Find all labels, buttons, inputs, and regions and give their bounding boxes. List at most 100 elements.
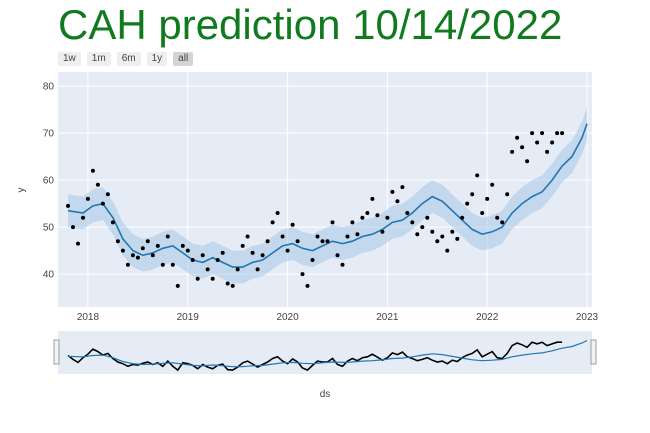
actual-point [435,239,440,244]
actual-point [175,283,180,288]
actual-point [320,239,325,244]
page-title: CAH prediction 10/14/2022 [58,1,563,48]
actual-point [100,201,105,206]
actual-point [445,248,450,253]
actual-point [390,189,395,194]
actual-point [355,232,360,237]
actual-point [370,196,375,201]
actual-point [455,236,460,241]
actual-point [365,211,370,215]
range-button-1y[interactable]: 1y [146,52,168,66]
actual-point [260,253,265,258]
actual-point [280,234,285,239]
uncertainty-band-area [68,107,587,284]
actual-point [555,131,560,136]
actual-point [520,145,525,150]
y-tick-label: 60 [43,176,55,187]
actual-point [340,262,345,267]
actual-point [545,149,550,154]
actual-point [255,267,260,272]
range-selector: 1w 1m 6m 1y all [58,52,194,66]
actual-point [240,243,245,248]
actual-point [120,248,125,253]
y-tick-label: 70 [43,129,55,140]
actual-point [300,272,305,277]
actual-point [185,248,190,253]
actual-point [71,225,75,230]
x-tick-label: 2018 [77,312,100,323]
actual-point [250,250,255,255]
actual-point [110,220,115,225]
actual-point [310,258,315,262]
actual-point [200,253,205,258]
actual-point [190,258,195,262]
actual-point [195,276,200,281]
actual-point [535,140,540,145]
actual-point [490,182,495,187]
x-tick-label: 2021 [376,312,399,323]
actual-point [360,215,365,220]
actual-point [350,220,355,225]
range-slider-left-handle[interactable] [53,339,60,365]
x-axis-label: ds [320,389,331,400]
actual-point [505,192,510,197]
actual-point [105,192,110,197]
actual-point [170,262,175,267]
actual-point [81,215,85,220]
actual-point [305,283,310,288]
actual-point [470,192,475,197]
actual-point [325,239,330,244]
actual-point [165,234,170,239]
actual-point [550,140,555,145]
actual-point [380,229,385,234]
range-button-1w[interactable]: 1w [58,52,81,66]
slider-forecast-line [67,339,588,368]
actual-point [450,229,455,234]
actual-point [530,131,535,136]
actual-point [285,248,290,253]
actual-point [510,149,515,154]
range-button-6m[interactable]: 6m [116,52,141,66]
actual-point [145,239,150,244]
actual-point [210,276,215,281]
forecast-line [67,123,588,268]
actual-point [90,168,95,173]
actual-point [330,220,335,225]
actual-point [95,182,100,187]
actual-point [225,281,230,286]
y-tick-label: 40 [43,270,55,281]
actual-point [115,239,120,244]
range-button-1m[interactable]: 1m [86,52,111,66]
uncertainty-band [68,107,587,284]
actual-point [430,229,435,234]
actual-point [485,196,490,201]
actual-point [460,215,465,220]
actual-point [270,220,275,225]
actual-point [425,215,430,220]
actual-points [66,131,565,288]
actual-point [400,185,405,190]
actual-point [440,234,445,239]
actual-point [160,262,165,267]
actual-point [66,203,70,208]
actual-point [405,211,410,215]
actual-point [125,262,130,267]
actual-point [140,246,145,251]
y-axis-ticks: 40 50 60 70 80 [43,82,55,281]
actual-point [290,222,295,227]
range-button-all[interactable]: all [173,52,194,66]
actual-point [495,215,500,220]
y-tick-label: 50 [43,223,55,234]
x-axis-ticks: 2018 2019 2020 2021 2022 2023 [77,312,599,323]
actual-point [295,239,300,244]
range-slider-right-handle[interactable] [590,339,597,365]
range-slider[interactable] [58,331,592,374]
plot-area[interactable] [58,72,592,307]
x-tick-label: 2020 [276,312,299,323]
actual-point [540,131,545,136]
actual-point [180,243,185,248]
actual-point [480,211,485,215]
actual-point [85,196,90,201]
y-axis-label: y [16,188,27,193]
actual-point [500,220,505,225]
